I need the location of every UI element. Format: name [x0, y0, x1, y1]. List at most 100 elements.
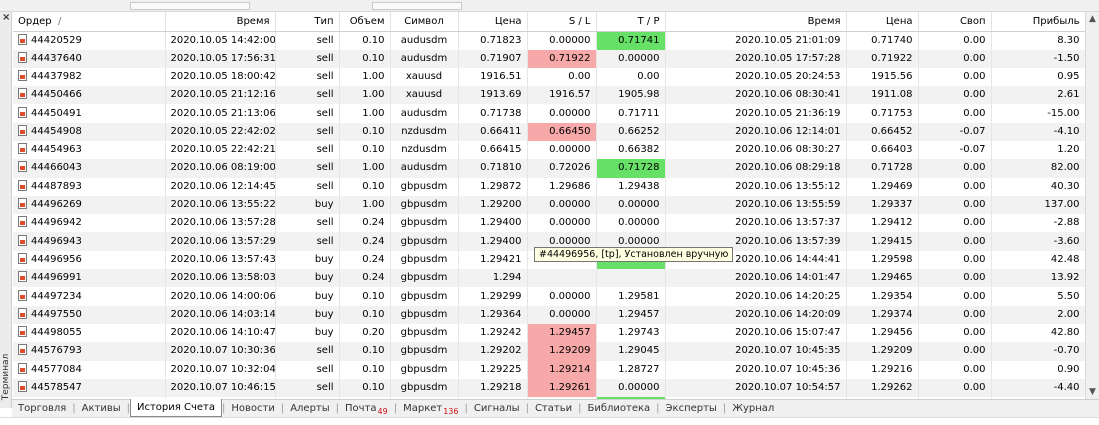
table-row[interactable]: 44466043 2020.10.06 08:19:00 sell 1.00 audus…: [13, 159, 1085, 178]
tab-4[interactable]: Алерты: [284, 401, 335, 417]
toolbar-field[interactable]: [372, 2, 462, 10]
tab-6[interactable]: Маркет136: [397, 401, 464, 417]
tab-separator: |: [335, 403, 340, 414]
tab-label: Библиотека: [587, 402, 651, 414]
table-row[interactable]: 44498055 2020.10.06 14:10:47 buy 0.20 gbpusd…: [13, 323, 1085, 343]
scroll-up-icon[interactable]: ▲: [1089, 14, 1096, 24]
cell-tp: 1.29581: [596, 287, 666, 306]
tab-2[interactable]: История Счета: [130, 398, 222, 417]
cell-cprice: 1.29374: [846, 305, 919, 324]
col-header-symbol[interactable]: Символ: [390, 12, 459, 32]
table-row[interactable]: 44437640 2020.10.05 17:56:31 sell 0.10 audus…: [13, 49, 1085, 68]
col-header-open-time[interactable]: Время: [165, 12, 276, 32]
tab-0[interactable]: Торговля: [12, 401, 72, 417]
cell-swap: 0.00: [918, 232, 992, 251]
cell-sl: 1.29457: [527, 323, 597, 343]
cell-cprice: 1.29415: [846, 232, 919, 251]
table-row[interactable]: 44578547 2020.10.07 10:46:15 sell 0.10 gbpus…: [13, 378, 1085, 398]
cell-price: 0.66415: [458, 140, 528, 160]
table-row[interactable]: 44496942 2020.10.06 13:57:28 sell 0.24 gbpus…: [13, 214, 1085, 233]
table-row[interactable]: 44437982 2020.10.05 18:00:42 sell 1.00 xauus…: [13, 67, 1085, 87]
table-row[interactable]: 44487893 2020.10.06 12:14:45 sell 0.10 gbpus…: [13, 177, 1085, 196]
cell-time: 2020.10.07 10:32:04: [165, 360, 276, 379]
table-row[interactable]: 44420529 2020.10.05 14:42:00 sell 0.10 audus…: [13, 31, 1085, 50]
tab-8[interactable]: Статьи: [529, 401, 578, 417]
table-row[interactable]: 44450491 2020.10.05 21:13:06 sell 1.00 audus…: [13, 104, 1085, 123]
cell-order: 44454908: [13, 122, 166, 141]
cell-symbol: gbpusdm: [390, 378, 459, 398]
table-row[interactable]: 44496991 2020.10.06 13:58:03 buy 0.24 gbpusd…: [13, 269, 1085, 288]
cell-price: 1916.51: [458, 67, 528, 87]
cell-symbol: gbpusdm: [390, 287, 459, 306]
col-header-open-price[interactable]: Цена: [458, 12, 528, 32]
order-document-icon: [18, 106, 27, 118]
tab-1[interactable]: Активы: [76, 401, 127, 417]
cell-ctime: 2020.10.06 13:57:37: [665, 214, 847, 233]
cell-profit: -2.88: [991, 214, 1085, 233]
cell-tp: [596, 269, 666, 288]
cell-profit: 137.00: [991, 195, 1085, 215]
cell-volume: 0.10: [339, 305, 391, 324]
cell-swap: 0.00: [918, 67, 992, 87]
cell-order: 44450466: [13, 86, 166, 105]
tab-separator: |: [722, 403, 727, 414]
table-row[interactable]: 44497550 2020.10.06 14:03:14 buy 0.10 gbpusd…: [13, 305, 1085, 324]
col-header-close-time[interactable]: Время: [665, 12, 847, 32]
col-header-type[interactable]: Тип: [275, 12, 340, 32]
cell-price: 1.29299: [458, 287, 528, 306]
col-header-volume[interactable]: Объем: [339, 12, 391, 32]
col-header-profit[interactable]: Прибыль: [991, 12, 1085, 32]
cell-ctime: 2020.10.07 10:45:36: [665, 360, 847, 379]
table-row[interactable]: 44454908 2020.10.05 22:42:02 sell 0.10 nzdus…: [13, 122, 1085, 141]
table-row[interactable]: 44577084 2020.10.07 10:32:04 sell 0.10 gbpus…: [13, 360, 1085, 379]
col-header-sl[interactable]: S / L: [527, 12, 597, 32]
tab-10[interactable]: Эксперты: [660, 401, 723, 417]
tab-5[interactable]: Почта49: [339, 401, 394, 417]
order-document-icon: [18, 88, 27, 100]
tab-label: Новости: [231, 402, 275, 414]
order-number: 44496942: [31, 217, 82, 229]
order-document-icon: [18, 69, 27, 81]
scroll-down-icon[interactable]: ▼: [1089, 387, 1096, 397]
table-row[interactable]: 445821342020.10.07 11:17:26sell0.10gbpus…: [13, 397, 1085, 399]
cell-type: sell: [275, 31, 340, 50]
col-header-order[interactable]: Ордер /: [13, 12, 166, 32]
tab-label: Статьи: [534, 402, 573, 414]
table-row[interactable]: 44496943 2020.10.06 13:57:29 sell 0.24 gbpus…: [13, 232, 1085, 251]
toolbar-field[interactable]: [130, 2, 250, 10]
cell-ctime: 2020.10.05 21:36:19: [665, 104, 847, 123]
cell-type: sell: [275, 232, 340, 251]
table-row[interactable]: 44496956 2020.10.06 13:57:43 buy 0.24 gbpusd…: [13, 250, 1085, 270]
tab-7[interactable]: Сигналы: [468, 401, 526, 417]
cell-time: 2020.10.06 14:00:06: [165, 287, 276, 306]
cell-time: 2020.10.06 14:03:14: [165, 305, 276, 324]
cell-sl: 0.00000: [527, 31, 597, 50]
table-row[interactable]: 44497234 2020.10.06 14:00:06 buy 0.10 gbpusd…: [13, 287, 1085, 306]
table-row[interactable]: 44496269 2020.10.06 13:55:22 buy 1.00 gbpusd…: [13, 195, 1085, 215]
order-document-icon: [18, 33, 27, 45]
order-number: 44577084: [31, 363, 82, 375]
table-row[interactable]: 44454963 2020.10.05 22:42:21 sell 0.10 nzdus…: [13, 140, 1085, 160]
close-icon[interactable]: ×: [2, 12, 11, 23]
col-header-close-price[interactable]: Цена: [846, 12, 919, 32]
order-number: 44466043: [31, 162, 82, 174]
col-header-swap[interactable]: Своп: [918, 12, 992, 32]
cell-symbol: gbpusdm: [390, 323, 459, 343]
order-document-icon: [18, 198, 27, 210]
cell-sl: 0.72026: [527, 159, 597, 178]
cell-order: 44454963: [13, 140, 166, 160]
order-document-icon: [18, 362, 27, 374]
tab-11[interactable]: Журнал: [726, 401, 780, 417]
tab-3[interactable]: Новости: [225, 401, 280, 417]
cell-symbol: gbpusdm: [390, 360, 459, 379]
terminal-side-bar: × Терминал: [0, 12, 12, 408]
cell-profit: 13.92: [991, 269, 1085, 288]
table-row[interactable]: 44576793 2020.10.07 10:30:36 sell 0.10 gbpus…: [13, 342, 1085, 361]
order-number: 44450466: [31, 89, 82, 101]
table-row[interactable]: 44450466 2020.10.05 21:12:16 sell 1.00 xauus…: [13, 86, 1085, 105]
tab-label: Маркет: [403, 402, 443, 414]
vertical-scrollbar[interactable]: ▲ ▼: [1085, 12, 1099, 399]
cell-tp: 1905.98: [596, 86, 666, 105]
col-header-tp[interactable]: T / P: [596, 12, 666, 32]
tab-9[interactable]: Библиотека: [581, 401, 656, 417]
